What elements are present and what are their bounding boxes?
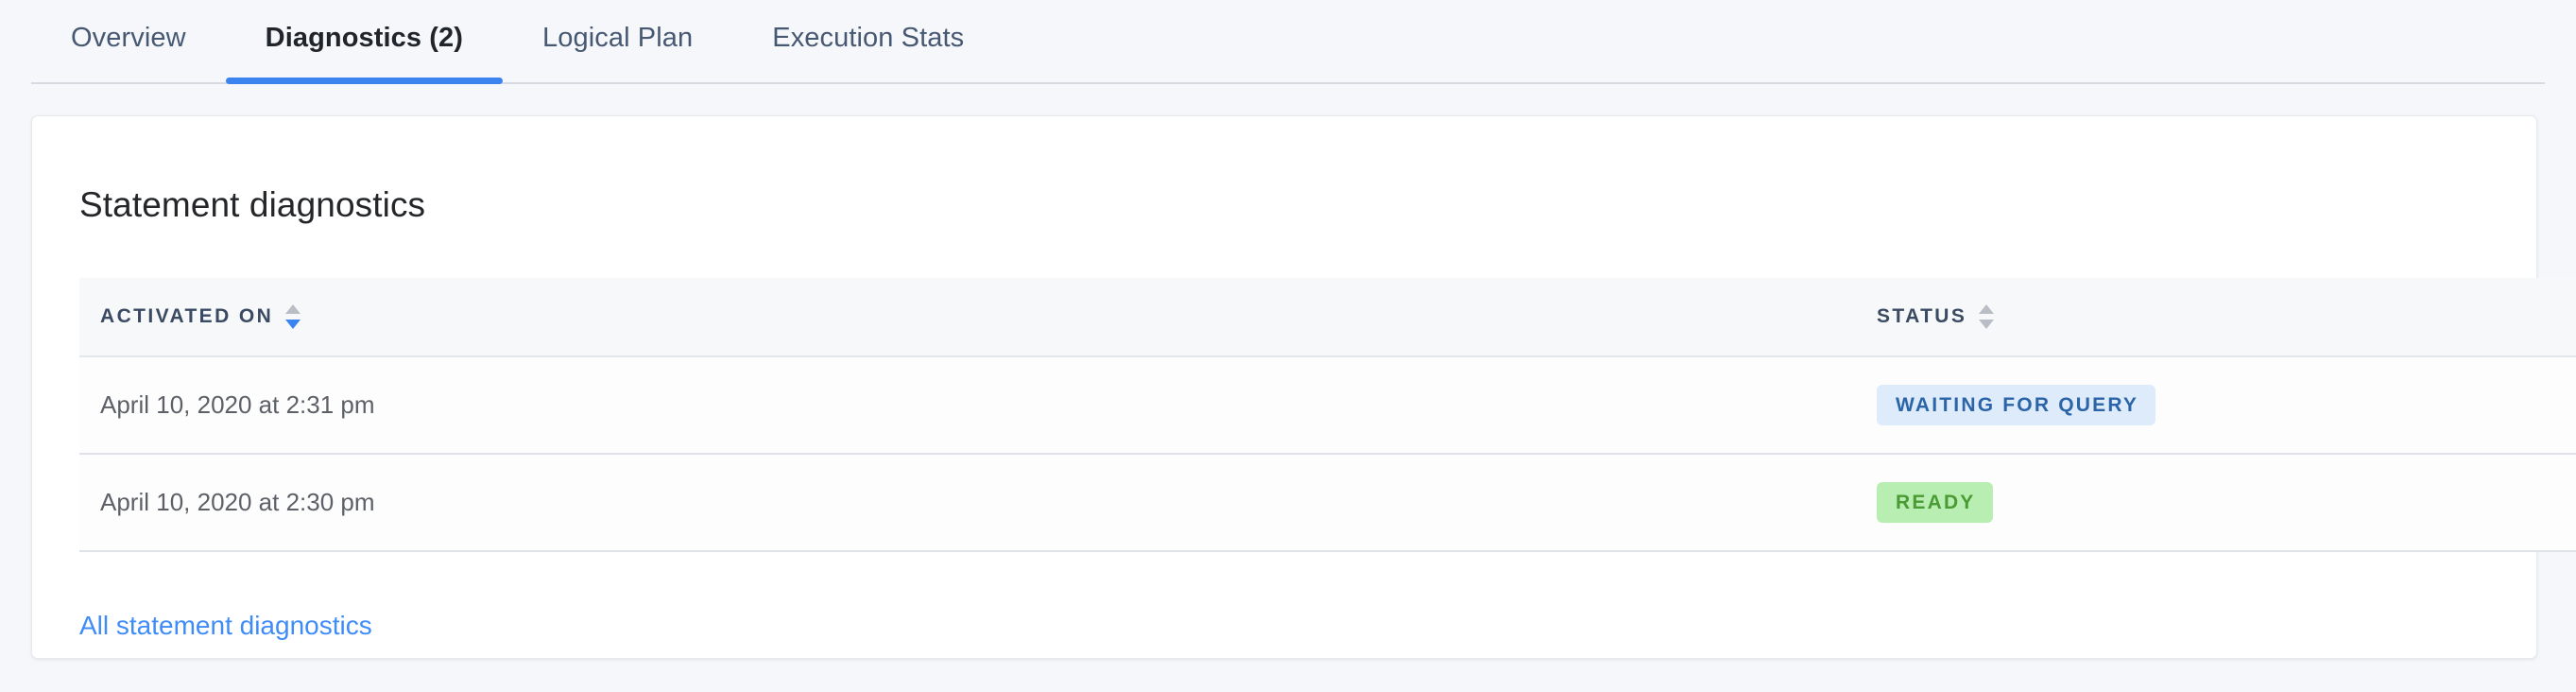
all-statement-diagnostics-link[interactable]: All statement diagnostics xyxy=(79,611,372,640)
column-header-status[interactable]: STATUS xyxy=(1856,278,2461,357)
tab-execution-stats[interactable]: Execution Stats xyxy=(732,0,1004,84)
table-row[interactable]: April 10, 2020 at 2:31 pm WAITING FOR QU… xyxy=(79,356,2576,455)
cell-activated-on: April 10, 2020 at 2:30 pm xyxy=(79,454,1856,552)
tab-overview-label: Overview xyxy=(71,23,186,53)
page-title: Statement diagnostics xyxy=(79,185,426,224)
cell-action xyxy=(2461,356,2576,455)
cell-status: WAITING FOR QUERY xyxy=(1856,356,2461,455)
column-header-activated-on-label: ACTIVATED ON xyxy=(100,305,274,327)
table-row[interactable]: April 10, 2020 at 2:30 pm READY xyxy=(79,454,2576,552)
diagnostics-table: ACTIVATED ON STATUS April 10, 2020 at 2:… xyxy=(79,278,2576,552)
statement-diagnostics-card: Statement diagnostics ACTIVATED ON STATU… xyxy=(31,115,2576,659)
tab-execution-stats-label: Execution Stats xyxy=(772,23,965,53)
column-header-status-label: STATUS xyxy=(1877,305,1967,327)
status-badge: READY xyxy=(1877,482,1993,523)
tab-logical-plan[interactable]: Logical Plan xyxy=(503,0,732,84)
tab-overview[interactable]: Overview xyxy=(31,0,226,84)
column-header-action xyxy=(2461,278,2576,357)
tab-diagnostics[interactable]: Diagnostics (2) xyxy=(225,0,504,84)
status-badge: WAITING FOR QUERY xyxy=(1877,385,2156,425)
tab-diagnostics-label: Diagnostics (2) xyxy=(265,23,464,53)
diagnostics-table-wrapper: ACTIVATED ON STATUS April 10, 2020 at 2:… xyxy=(79,278,2576,552)
sort-arrows-icon-status[interactable] xyxy=(1979,303,1995,331)
footer-link-wrapper: All statement diagnostics xyxy=(79,611,2536,641)
cell-action: Bundle (.zip) xyxy=(2461,454,2576,552)
tab-bar: Overview Diagnostics (2) Logical Plan Ex… xyxy=(0,0,2576,84)
column-header-activated-on[interactable]: ACTIVATED ON xyxy=(79,278,1856,357)
table-header-row: ACTIVATED ON STATUS xyxy=(79,278,2576,357)
cell-status: READY xyxy=(1856,454,2461,552)
tab-logical-plan-label: Logical Plan xyxy=(542,23,694,53)
table-head: ACTIVATED ON STATUS xyxy=(79,278,2576,357)
table-body: April 10, 2020 at 2:31 pm WAITING FOR QU… xyxy=(79,356,2576,552)
cell-activated-on: April 10, 2020 at 2:31 pm xyxy=(79,356,1856,455)
sort-arrows-icon-activated-on[interactable] xyxy=(285,303,301,331)
